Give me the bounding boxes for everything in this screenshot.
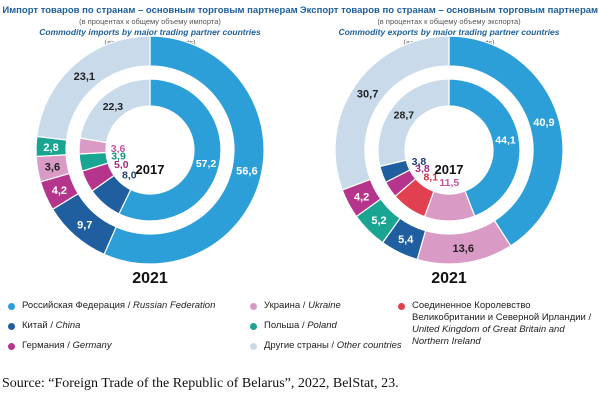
legend-label: Соединенное Королевство Великобритании и… bbox=[412, 300, 592, 347]
inner-ring-segment-russia bbox=[118, 78, 222, 222]
inner-year-label: 2017 bbox=[435, 162, 464, 177]
outer-ring-label-ukraine: 3,6 bbox=[45, 162, 60, 174]
inner-ring-label-ukraine: 11,5 bbox=[439, 177, 459, 189]
inner-ring-label-other: 22,3 bbox=[103, 101, 124, 113]
chart-note-ru: (в процентах к общему объему экспорта) bbox=[377, 17, 521, 26]
legend-label: Германия / Germany bbox=[22, 340, 112, 351]
legend-swatch-china bbox=[8, 323, 15, 330]
legend-label: Украина / Ukraine bbox=[264, 300, 341, 311]
inner-ring-label-germany: 5,0 bbox=[114, 159, 129, 171]
inner-ring-segment-russia bbox=[448, 78, 521, 217]
legend-item-china: Китай / China bbox=[8, 320, 80, 332]
outer-ring-label-poland: 2,8 bbox=[43, 142, 58, 154]
outer-ring-label-russia: 40,9 bbox=[533, 117, 554, 129]
legend: Российская Федерация / Russian Federatio… bbox=[0, 298, 599, 368]
exports-chart-panel: Экспорт товаров по странам – основным то… bbox=[299, 0, 599, 300]
outer-year-label: 2021 bbox=[132, 270, 168, 287]
legend-item-germany: Германия / Germany bbox=[8, 340, 112, 352]
legend-swatch-uk bbox=[398, 303, 405, 310]
legend-label: Китай / China bbox=[22, 320, 81, 331]
outer-ring-segment-russia bbox=[103, 35, 265, 265]
inner-ring-label-china: 8,0 bbox=[122, 169, 137, 181]
outer-ring-label-germany: 4,2 bbox=[354, 192, 369, 204]
outer-ring-label-poland: 5,2 bbox=[371, 215, 386, 227]
source-caption: Source: “Foreign Trade of the Republic o… bbox=[2, 376, 399, 391]
outer-ring-label-ukraine: 13,6 bbox=[453, 243, 474, 255]
outer-year-label: 2021 bbox=[431, 270, 467, 287]
outer-ring-label-other: 30,7 bbox=[357, 89, 378, 101]
legend-swatch-russia bbox=[8, 303, 15, 310]
inner-ring-label-ukraine: 3,6 bbox=[111, 143, 126, 155]
imports-chart-panel: Импорт товаров по странам – основным тор… bbox=[0, 0, 300, 300]
imports-donut-chart: 56,69,74,23,62,823,157,28,05,03,93,622,3… bbox=[35, 35, 265, 265]
inner-ring-label-poland: 3,9 bbox=[111, 151, 126, 163]
legend-item-russia: Российская Федерация / Russian Federatio… bbox=[8, 300, 215, 312]
outer-ring-segment-other bbox=[36, 35, 151, 141]
outer-ring-label-china: 5,4 bbox=[398, 234, 414, 246]
legend-item-ukraine: Украина / Ukraine bbox=[250, 300, 341, 312]
inner-ring-label-russia: 44,1 bbox=[495, 134, 516, 146]
inner-ring-label-china: 3,8 bbox=[412, 156, 427, 168]
outer-ring-label-germany: 4,2 bbox=[52, 185, 67, 197]
outer-ring-segment-other bbox=[334, 35, 450, 191]
legend-swatch-poland bbox=[250, 323, 257, 330]
inner-ring-label-russia: 57,2 bbox=[196, 158, 217, 170]
chart-title-ru: Импорт товаров по странам – основным тор… bbox=[2, 5, 298, 16]
chart-title-ru: Экспорт товаров по странам – основным то… bbox=[299, 5, 599, 16]
outer-ring-label-other: 23,1 bbox=[74, 71, 95, 83]
chart-title-en: Commodity exports by major trading partn… bbox=[338, 27, 560, 37]
legend-label: Польша / Poland bbox=[264, 320, 337, 331]
legend-label: Другие страны / Other countries bbox=[264, 340, 402, 351]
legend-swatch-ukraine bbox=[250, 303, 257, 310]
inner-ring-segment-other bbox=[377, 78, 450, 168]
legend-swatch-other bbox=[250, 343, 257, 350]
inner-ring-segment-other bbox=[79, 78, 151, 144]
legend-label: Российская Федерация / Russian Federatio… bbox=[22, 300, 216, 311]
inner-ring-label-germany: 3,8 bbox=[415, 163, 430, 175]
legend-item-poland: Польша / Poland bbox=[250, 320, 337, 332]
inner-year-label: 2017 bbox=[136, 162, 165, 177]
legend-swatch-germany bbox=[8, 343, 15, 350]
legend-item-other: Другие страны / Other countries bbox=[250, 340, 402, 352]
chart-note-ru: (в процентах к общему объему импорта) bbox=[79, 17, 221, 26]
outer-ring-label-russia: 56,6 bbox=[236, 165, 257, 177]
inner-ring-label-other: 28,7 bbox=[394, 109, 415, 121]
legend-item-uk: Соединенное Королевство Великобритании и… bbox=[398, 300, 594, 348]
exports-donut-chart: 40,913,65,45,24,230,744,111,58,13,83,828… bbox=[334, 35, 564, 265]
chart-title-en: Commodity imports by major trading partn… bbox=[39, 27, 261, 37]
inner-ring-label-uk: 8,1 bbox=[423, 171, 438, 183]
outer-ring-label-china: 9,7 bbox=[77, 219, 92, 231]
